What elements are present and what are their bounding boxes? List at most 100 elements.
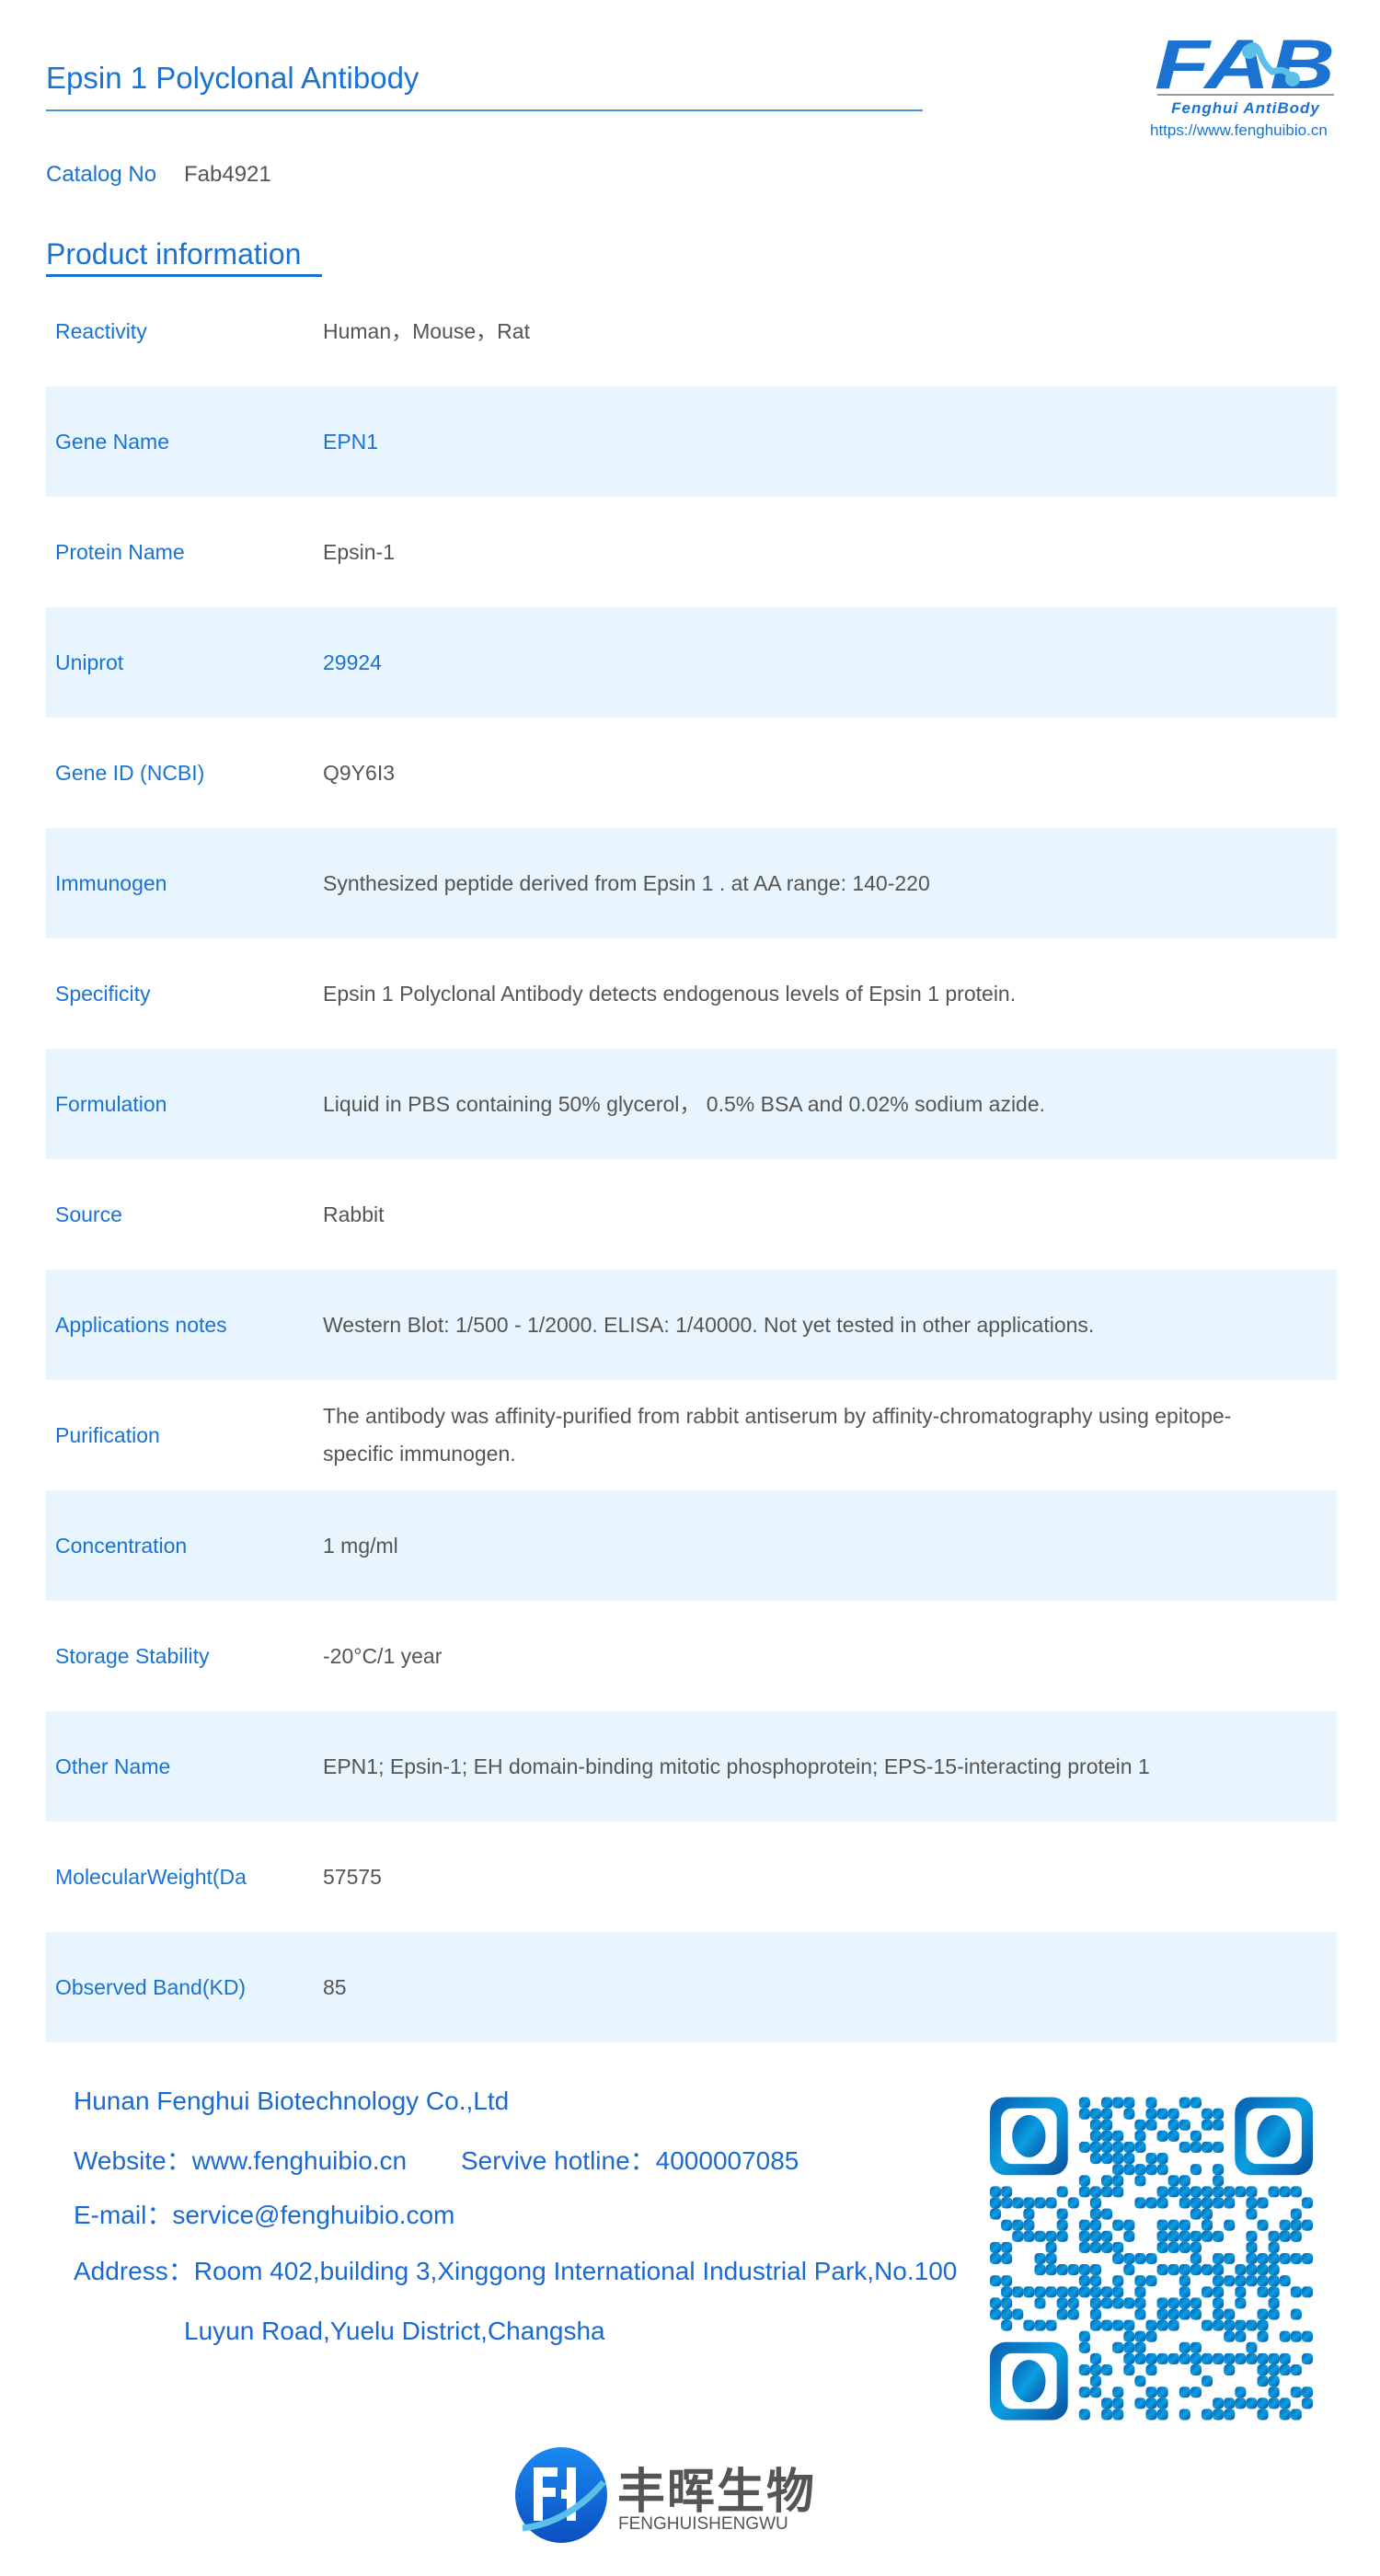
qr-module bbox=[1301, 2286, 1313, 2298]
row-value[interactable]: EPN1 bbox=[323, 429, 379, 454]
qr-module bbox=[1224, 2219, 1236, 2231]
qr-module bbox=[1089, 2141, 1102, 2154]
table-row: Applications notes Western Blot: 1/500 - … bbox=[46, 1270, 1337, 1380]
qr-module bbox=[1089, 2219, 1102, 2231]
qr-module bbox=[1246, 2264, 1258, 2276]
qr-module bbox=[1290, 2286, 1302, 2298]
qr-module bbox=[1301, 2330, 1313, 2342]
qr-module bbox=[1089, 2186, 1102, 2198]
qr-module bbox=[1235, 2330, 1247, 2342]
qr-module bbox=[1257, 2375, 1269, 2387]
qr-module bbox=[1190, 2130, 1202, 2142]
qr-module bbox=[1089, 2352, 1102, 2364]
qr-module bbox=[1034, 2252, 1046, 2265]
qr-module bbox=[1279, 2219, 1291, 2231]
table-row: Purification The antibody was affinity-pu… bbox=[46, 1380, 1337, 1490]
qr-module bbox=[1201, 2319, 1213, 2331]
row-label: Concentration bbox=[55, 1533, 188, 1558]
qr-module bbox=[1145, 2386, 1157, 2398]
qr-module bbox=[1257, 2219, 1269, 2231]
qr-module bbox=[990, 2297, 1002, 2309]
qr-module bbox=[1213, 2164, 1225, 2176]
qr-module bbox=[1268, 2241, 1280, 2253]
qr-module bbox=[1201, 2375, 1213, 2387]
qr-module bbox=[1112, 2141, 1124, 2154]
qr-module bbox=[1034, 2286, 1046, 2298]
qr-module bbox=[1123, 2319, 1135, 2331]
qr-module bbox=[1201, 2108, 1213, 2120]
qr-module bbox=[1301, 2386, 1313, 2398]
qr-module bbox=[1134, 2398, 1146, 2409]
qr-module bbox=[1034, 2319, 1046, 2331]
website-link[interactable]: Website：www.fenghuibio.cn bbox=[74, 2146, 408, 2175]
qr-module bbox=[1190, 2230, 1202, 2242]
qr-module bbox=[1123, 2230, 1135, 2242]
qr-module bbox=[1224, 2186, 1236, 2198]
qr-module bbox=[1201, 2264, 1213, 2276]
qr-module bbox=[1101, 2409, 1113, 2421]
qr-module bbox=[1257, 2330, 1269, 2342]
qr-module bbox=[1201, 2219, 1213, 2231]
qr-module bbox=[1078, 2230, 1090, 2242]
qr-module bbox=[1123, 2363, 1135, 2376]
hotline: Servive hotline：4000007085 bbox=[461, 2146, 799, 2175]
logo-url-link[interactable]: https://www.fenghuibio.cn bbox=[1150, 121, 1328, 139]
row-value: 1 mg/ml bbox=[323, 1533, 398, 1558]
qr-module bbox=[1101, 2130, 1113, 2142]
qr-module bbox=[1056, 2208, 1068, 2220]
qr-module bbox=[1089, 2208, 1102, 2220]
table-row: Gene Name EPN1 bbox=[46, 386, 1337, 497]
brand-chinese-name: 丰晖生物 bbox=[617, 2466, 817, 2519]
qr-module bbox=[1078, 2108, 1090, 2120]
qr-module bbox=[1179, 2119, 1190, 2131]
qr-module bbox=[1001, 2219, 1013, 2231]
qr-module bbox=[1268, 2363, 1280, 2376]
table-row: Observed Band(KD) 85 bbox=[46, 1932, 1337, 2042]
qr-module bbox=[1123, 2108, 1135, 2120]
qr-module bbox=[1268, 2252, 1280, 2265]
qr-module bbox=[1213, 2319, 1225, 2331]
qr-module bbox=[1145, 2409, 1157, 2421]
qr-module bbox=[1089, 2319, 1102, 2331]
qr-module bbox=[1179, 2141, 1190, 2154]
qr-code-image bbox=[990, 2097, 1313, 2421]
qr-module bbox=[1279, 2330, 1291, 2342]
qr-module bbox=[1156, 2398, 1168, 2409]
qr-module bbox=[1257, 2409, 1269, 2421]
table-row: Storage Stability -20°C/1 year bbox=[46, 1601, 1337, 1711]
qr-module bbox=[1257, 2352, 1269, 2364]
qr-module bbox=[1045, 2197, 1057, 2209]
row-value: Epsin-1 bbox=[323, 539, 395, 564]
qr-module bbox=[1190, 2341, 1202, 2353]
qr-module bbox=[1190, 2264, 1202, 2276]
catalog-value: Fab4921 bbox=[184, 162, 271, 187]
qr-module bbox=[1112, 2175, 1124, 2187]
qr-module bbox=[1213, 2252, 1225, 2265]
row-value[interactable]: 29924 bbox=[323, 650, 382, 674]
qr-module bbox=[1134, 2297, 1146, 2309]
qr-module bbox=[1224, 2363, 1236, 2376]
qr-module bbox=[1190, 2363, 1202, 2376]
qr-module bbox=[1257, 2197, 1269, 2209]
fenghui-brand-logo bbox=[515, 2447, 607, 2543]
qr-module bbox=[1023, 2208, 1035, 2220]
table-row: Source Rabbit bbox=[46, 1159, 1337, 1270]
section-underline bbox=[46, 274, 322, 277]
qr-module bbox=[1001, 2297, 1013, 2309]
qr-module bbox=[1190, 2352, 1202, 2364]
row-value: Epsin 1 Polyclonal Antibody detects endo… bbox=[323, 981, 1017, 1006]
row-label: Applications notes bbox=[55, 1312, 227, 1337]
qr-module bbox=[1167, 2297, 1179, 2309]
qr-module bbox=[1001, 2197, 1013, 2209]
qr-module bbox=[1167, 2175, 1179, 2187]
qr-module bbox=[1179, 2308, 1190, 2320]
email-link[interactable]: E-mail：service@fenghuibio.com bbox=[74, 2201, 455, 2229]
qr-module bbox=[1134, 2130, 1146, 2142]
qr-module bbox=[1067, 2297, 1079, 2309]
qr-module bbox=[1145, 2319, 1157, 2331]
qr-module bbox=[1268, 2297, 1280, 2309]
qr-module bbox=[1246, 2230, 1258, 2242]
qr-module bbox=[1156, 2297, 1168, 2309]
qr-module bbox=[1089, 2286, 1102, 2298]
qr-module bbox=[1134, 2275, 1146, 2287]
